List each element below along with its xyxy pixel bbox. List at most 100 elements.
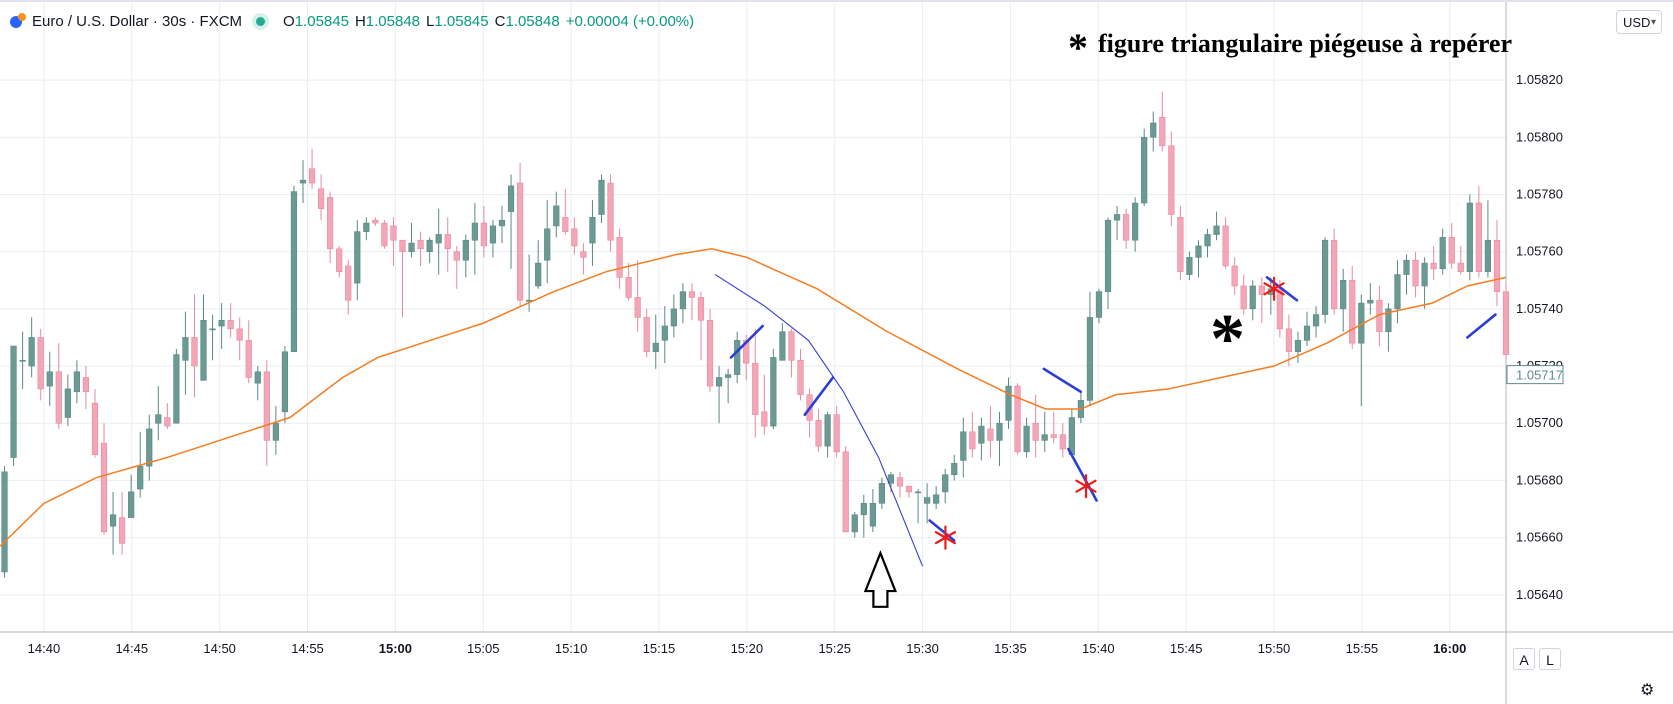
candle-body — [643, 317, 650, 353]
candle-body — [37, 337, 44, 390]
price-tick-label: 1.05660 — [1516, 530, 1563, 545]
candle-body — [390, 225, 397, 241]
candle-body — [399, 239, 406, 252]
market-open-status-icon — [256, 16, 266, 26]
candle-body — [28, 337, 35, 367]
candle-body — [1421, 262, 1428, 287]
candle-body — [417, 239, 424, 250]
price-tick-label: 1.05820 — [1516, 72, 1563, 87]
candle-body — [1249, 285, 1256, 310]
candle-body — [1502, 291, 1510, 355]
currency-selector[interactable]: USD ▾ — [1616, 10, 1662, 34]
price-tick-label: 1.05680 — [1516, 472, 1563, 487]
candle-body — [1394, 274, 1401, 310]
candle-body — [788, 331, 795, 361]
price-tick-label: 1.05640 — [1516, 587, 1563, 602]
change-value: +0.00004 (+0.00%) — [565, 12, 695, 30]
high-label: H — [354, 12, 366, 30]
candle-body — [1231, 265, 1238, 287]
candle-body — [236, 328, 243, 341]
candle-body — [1213, 225, 1220, 235]
candle-body — [426, 239, 433, 252]
candle-body — [1032, 422, 1039, 441]
trend-curve-drawing — [714, 274, 924, 567]
candle-body — [697, 297, 705, 321]
candle-body — [770, 357, 777, 427]
trend-segment-drawing — [729, 324, 764, 359]
candle-body — [1276, 288, 1283, 330]
candle-body — [625, 277, 632, 298]
candle-body — [119, 517, 126, 544]
candle-body — [1457, 262, 1464, 272]
candle-body — [336, 248, 343, 272]
candle-body — [318, 188, 325, 210]
symbol-title[interactable]: Euro / U.S. Dollar · 30s · FXCM — [32, 12, 243, 30]
candle-body — [381, 222, 388, 247]
trend-segment-drawing — [928, 519, 956, 542]
high-value: 1.05848 — [365, 12, 421, 30]
current-price-tag — [1506, 365, 1564, 385]
candle-body — [1322, 239, 1329, 315]
candle-body — [1240, 285, 1247, 310]
settings-gear-icon[interactable]: ⚙ — [1640, 682, 1655, 699]
candle-body — [571, 228, 578, 247]
candle-body — [607, 182, 614, 241]
candle-body — [507, 185, 515, 212]
candle-body — [960, 431, 967, 461]
candle-body — [1448, 237, 1455, 264]
candle-body — [851, 514, 858, 533]
time-tick-label: 14:55 — [291, 641, 324, 656]
low-value: 1.05845 — [434, 12, 489, 30]
candle-body — [109, 514, 117, 527]
candle-body — [10, 345, 17, 458]
candle-body — [743, 340, 750, 364]
candle-body — [1367, 299, 1374, 304]
low-label: L — [426, 12, 435, 30]
candle-body — [1430, 262, 1437, 270]
log-scale-button[interactable]: L — [1539, 648, 1561, 670]
candle-body — [987, 428, 994, 441]
candle-body — [1258, 285, 1265, 295]
pattern-star-marker: * — [1210, 301, 1245, 378]
candle-body — [254, 371, 261, 384]
up-arrow-annotation — [863, 550, 898, 608]
time-tick-label: 15:10 — [555, 641, 588, 656]
candle-body — [1123, 214, 1130, 241]
candle-body — [1285, 328, 1293, 353]
candle-body — [308, 168, 316, 184]
candle-body — [752, 362, 759, 415]
red-star-marker — [1075, 479, 1097, 493]
candle-body — [761, 411, 768, 427]
candle-body — [1023, 425, 1030, 453]
currency-label: USD — [1623, 15, 1651, 30]
time-tick-label: 15:35 — [994, 641, 1027, 656]
price-tick-label: 1.05780 — [1516, 186, 1563, 201]
candle-body — [824, 414, 831, 447]
candle-body — [1141, 136, 1148, 204]
candle-body — [1466, 202, 1473, 272]
candle-body — [1086, 317, 1094, 401]
candle-body — [209, 328, 216, 331]
candle-body — [670, 308, 677, 327]
candle-body — [1385, 308, 1392, 333]
candle-body — [725, 374, 732, 378]
candle-body — [842, 451, 849, 533]
candle-body — [1059, 434, 1066, 450]
candle-body — [715, 377, 723, 387]
candle-body — [1177, 217, 1184, 272]
candle-body — [281, 351, 289, 413]
candle-body — [73, 371, 80, 393]
candle-body — [408, 242, 415, 252]
auto-scale-button[interactable]: A — [1513, 648, 1535, 670]
candle-body — [1331, 239, 1338, 310]
red-star-marker — [1263, 282, 1285, 296]
candle-body — [634, 297, 641, 318]
candle-body — [1312, 314, 1320, 327]
trend-segment-drawing — [1466, 313, 1497, 339]
candle-body — [1349, 279, 1356, 344]
candle-body — [200, 319, 207, 381]
candle-body — [896, 477, 904, 487]
red-star-marker — [934, 531, 957, 545]
time-tick-label: 14:40 — [28, 641, 61, 656]
